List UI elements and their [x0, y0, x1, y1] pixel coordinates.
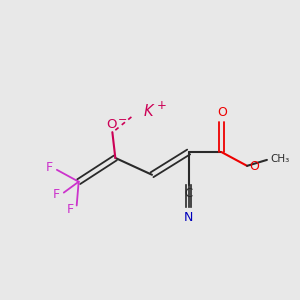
Text: C: C — [184, 187, 193, 200]
Text: O: O — [249, 160, 259, 173]
Text: CH₃: CH₃ — [270, 154, 289, 164]
Text: −: − — [118, 115, 128, 125]
Text: K: K — [144, 104, 154, 119]
Text: +: + — [157, 99, 167, 112]
Text: F: F — [67, 203, 74, 216]
Text: O: O — [218, 106, 227, 119]
Text: F: F — [45, 161, 52, 174]
Text: F: F — [52, 188, 59, 201]
Text: N: N — [184, 212, 193, 224]
Text: O: O — [106, 118, 117, 131]
